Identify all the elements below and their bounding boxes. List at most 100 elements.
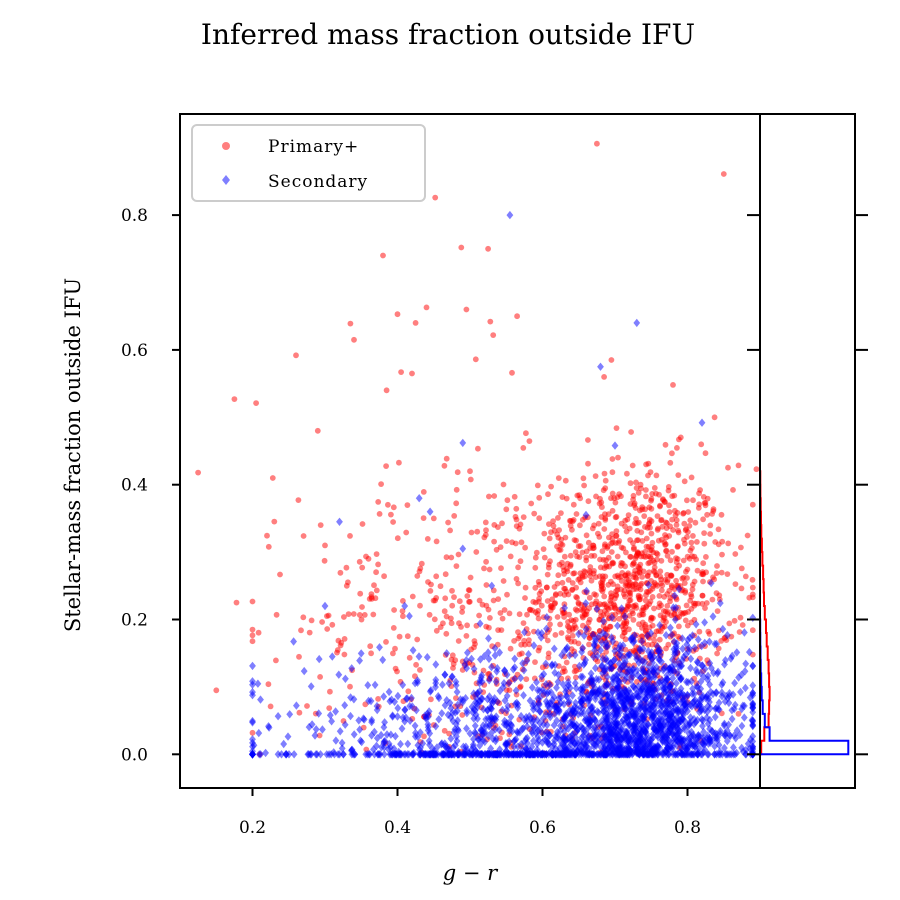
primary-point xyxy=(687,547,694,554)
secondary-point xyxy=(536,725,544,734)
primary-point xyxy=(545,650,552,657)
secondary-point xyxy=(553,683,560,692)
primary-point xyxy=(380,252,386,259)
primary-point xyxy=(642,597,649,604)
secondary-point xyxy=(680,696,688,706)
primary-point xyxy=(598,586,605,593)
primary-point xyxy=(511,493,518,500)
secondary-point xyxy=(487,672,495,681)
secondary-point xyxy=(674,668,682,677)
primary-point xyxy=(556,547,562,553)
secondary-point xyxy=(536,707,544,716)
primary-point xyxy=(567,552,574,559)
primary-point xyxy=(253,400,259,406)
primary-point xyxy=(405,688,412,695)
secondary-point xyxy=(249,691,256,700)
secondary-point xyxy=(460,742,467,751)
primary-point xyxy=(447,527,453,534)
secondary-point xyxy=(451,725,459,734)
secondary-point xyxy=(308,720,316,729)
secondary-point xyxy=(660,664,668,673)
secondary-point xyxy=(639,656,647,665)
secondary-point xyxy=(380,743,388,752)
secondary-point xyxy=(547,688,555,697)
secondary-point xyxy=(435,715,443,724)
secondary-point xyxy=(410,750,417,759)
primary-point xyxy=(300,533,307,539)
secondary-point xyxy=(454,750,461,759)
secondary-point xyxy=(566,651,573,660)
secondary-point xyxy=(368,731,375,740)
secondary-point xyxy=(577,697,585,706)
secondary-point xyxy=(675,734,683,743)
secondary-point xyxy=(725,698,733,708)
secondary-point xyxy=(293,701,300,710)
primary-point xyxy=(608,357,615,363)
primary-point xyxy=(674,544,681,550)
secondary-point xyxy=(711,639,719,649)
secondary-point xyxy=(492,724,499,734)
secondary-point xyxy=(742,750,749,759)
primary-point xyxy=(552,592,559,599)
primary-point xyxy=(665,641,672,648)
secondary-point xyxy=(383,730,391,739)
primary-point xyxy=(213,687,220,694)
secondary-point xyxy=(336,750,343,759)
secondary-point xyxy=(534,628,542,637)
primary-point xyxy=(612,514,619,521)
secondary-point xyxy=(496,686,504,696)
secondary-point xyxy=(565,698,572,707)
secondary-point xyxy=(312,725,320,734)
primary-point xyxy=(625,512,632,518)
secondary-point xyxy=(683,677,690,687)
secondary-point xyxy=(463,724,470,733)
primary-point xyxy=(738,565,745,572)
secondary-point xyxy=(742,683,749,693)
primary-point xyxy=(485,606,492,613)
secondary-point xyxy=(594,720,601,729)
primary-point xyxy=(631,500,638,507)
primary-point xyxy=(512,540,519,547)
primary-point xyxy=(535,578,542,585)
secondary-point xyxy=(749,691,757,700)
y-tick-label: 0.0 xyxy=(121,745,148,765)
secondary-point xyxy=(505,678,513,688)
x-tick-label: 0.2 xyxy=(239,818,266,838)
primary-point xyxy=(735,710,742,717)
primary-point xyxy=(571,570,578,577)
secondary-point xyxy=(426,729,434,738)
secondary-point xyxy=(415,494,423,503)
secondary-point xyxy=(625,733,633,742)
primary-point xyxy=(609,456,616,462)
primary-point xyxy=(518,539,525,546)
primary-point xyxy=(682,609,689,616)
secondary-point xyxy=(694,737,702,746)
secondary-point xyxy=(394,691,402,701)
primary-point xyxy=(681,478,688,485)
secondary-point xyxy=(265,723,273,732)
primary-point xyxy=(592,473,599,479)
secondary-point xyxy=(593,725,601,735)
primary-point xyxy=(404,633,411,640)
secondary-point xyxy=(489,734,497,743)
primary-point xyxy=(442,571,449,578)
primary-point xyxy=(314,427,321,434)
y-tick-label: 0.6 xyxy=(121,341,148,361)
secondary-point xyxy=(633,666,641,675)
secondary-point xyxy=(514,742,522,751)
secondary-point xyxy=(406,611,413,621)
secondary-point xyxy=(500,750,508,759)
primary-point xyxy=(574,607,580,614)
primary-point xyxy=(464,593,471,599)
primary-point xyxy=(545,654,552,661)
primary-point xyxy=(601,593,608,600)
secondary-point xyxy=(414,741,422,750)
primary-point xyxy=(613,591,619,598)
secondary-point xyxy=(604,642,611,651)
secondary-point xyxy=(338,744,346,753)
primary-point xyxy=(425,579,431,585)
primary-point xyxy=(700,578,706,585)
secondary-point xyxy=(712,704,719,713)
secondary-point xyxy=(348,664,356,673)
primary-point xyxy=(513,516,520,523)
